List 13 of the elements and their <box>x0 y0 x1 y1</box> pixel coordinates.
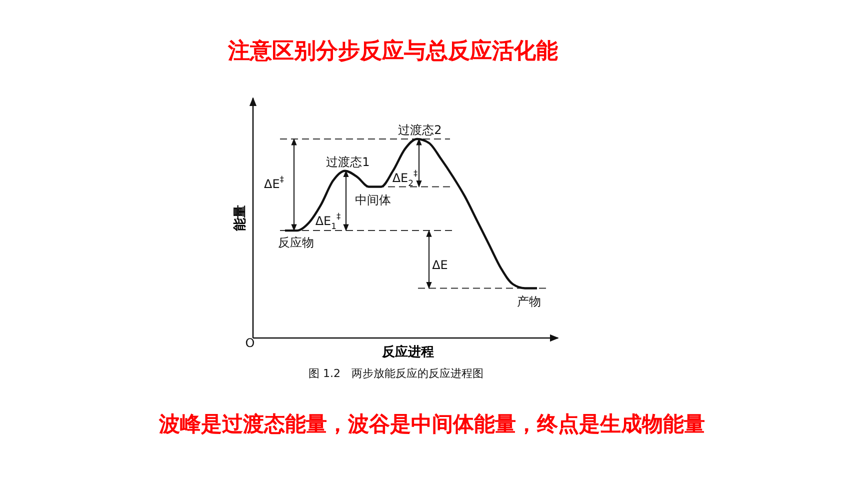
annotation: 过渡态2 <box>398 123 442 138</box>
annotation: ΔE$^{‡}$ <box>264 174 284 192</box>
chart-title: 注意区别分步反应与总反应活化能 <box>227 38 558 64</box>
caption: 图 1.2 两步放能反应的反应进程图 <box>308 367 484 380</box>
text: 波峰是过渡态能量，波谷是中间体能量，终点是生成物能量 <box>158 412 705 436</box>
annotation: 反应物 <box>278 236 314 250</box>
annotation: ΔE <box>432 258 448 272</box>
annotation: 中间体 <box>355 193 391 208</box>
text: O <box>245 336 255 350</box>
annotation: 产物 <box>517 294 541 309</box>
y-axis-title: 能量 <box>232 205 248 231</box>
annotation: 过渡态1 <box>326 155 370 170</box>
x-axis-title: 反应进程 <box>381 344 434 360</box>
